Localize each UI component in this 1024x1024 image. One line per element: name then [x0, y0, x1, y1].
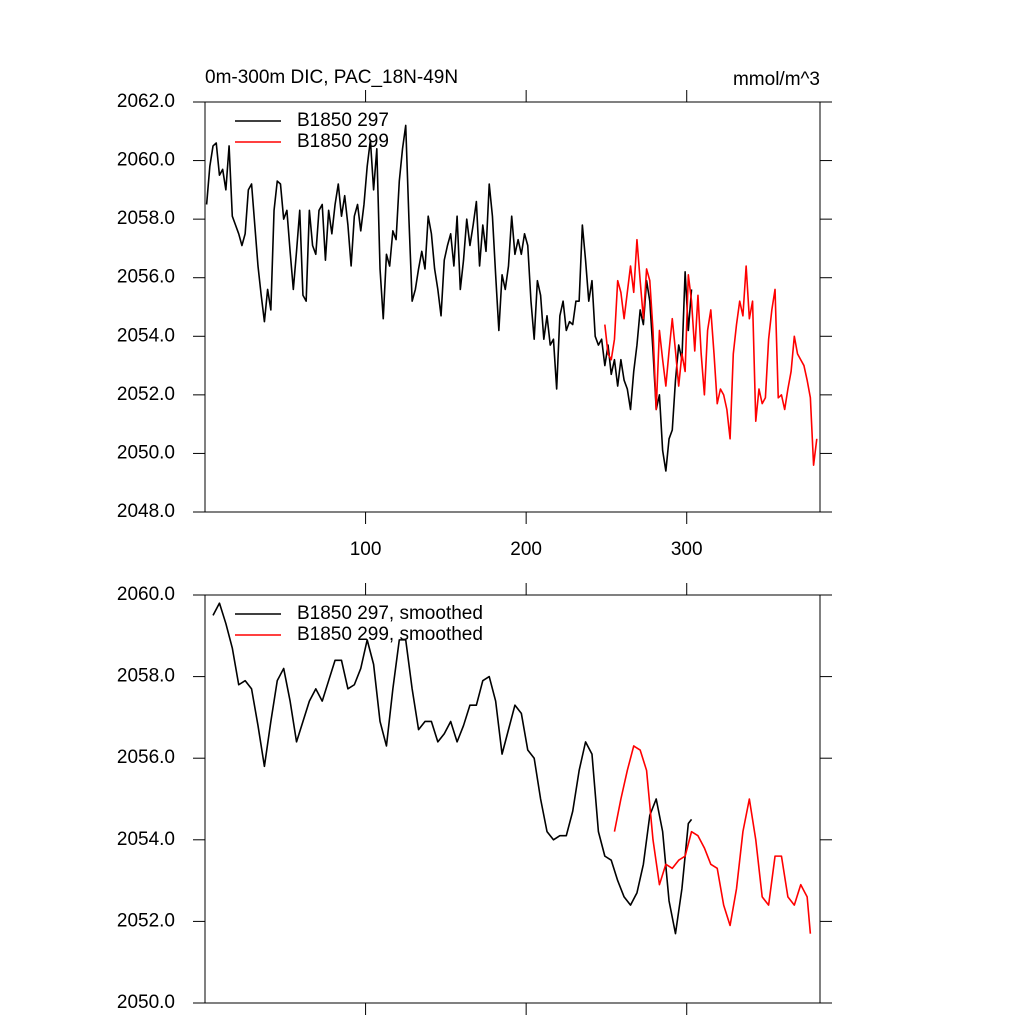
- y-tick-label: 2060.0: [117, 584, 175, 605]
- y-tick-label: 2048.0: [117, 501, 175, 522]
- plot-frame: [204, 101, 821, 513]
- y-tick-label: 2058.0: [117, 208, 175, 229]
- y-tick-label: 2054.0: [117, 829, 175, 850]
- chart-title: 0m-300m DIC, PAC_18N-49N: [205, 67, 458, 88]
- data-line: [205, 124, 693, 472]
- y-tick-label: 2050.0: [117, 442, 175, 463]
- y-tick-label: 2056.0: [117, 747, 175, 768]
- y-tick-label: 2060.0: [117, 150, 175, 171]
- legend-label: B1850 299: [297, 131, 389, 152]
- data-line: [604, 238, 818, 466]
- legend-label: B1850 297: [297, 110, 389, 131]
- data-line: [212, 602, 693, 935]
- legend-label: B1850 299, smoothed: [297, 624, 483, 645]
- x-tick-label: 300: [671, 539, 703, 560]
- y-tick-label: 2054.0: [117, 325, 175, 346]
- y-tick-label: 2052.0: [117, 384, 175, 405]
- x-tick-label: 100: [350, 539, 382, 560]
- y-tick-label: 2062.0: [117, 91, 175, 112]
- y-tick-label: 2052.0: [117, 910, 175, 931]
- y-tick-label: 2056.0: [117, 267, 175, 288]
- plot-frame: [204, 594, 821, 1004]
- y-tick-label: 2058.0: [117, 666, 175, 687]
- x-tick-label: 200: [510, 539, 542, 560]
- legend-label: B1850 297, smoothed: [297, 603, 483, 624]
- units-label: mmol/m^3: [733, 69, 820, 90]
- data-line: [613, 745, 812, 934]
- y-tick-label: 2050.0: [117, 992, 175, 1013]
